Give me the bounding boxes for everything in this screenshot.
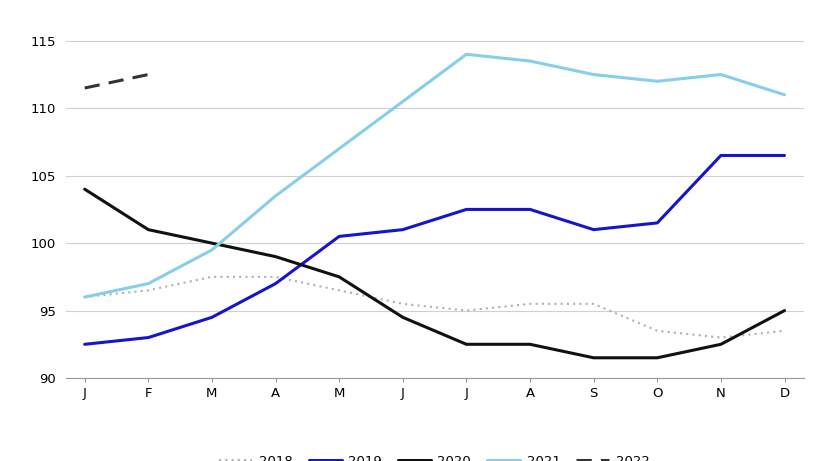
2021 xyxy=(206,247,216,253)
2020 xyxy=(397,314,407,320)
2020 xyxy=(715,342,725,347)
Legend: 2018, 2019, 2020, 2021, 2022: 2018, 2019, 2020, 2021, 2022 xyxy=(214,450,654,461)
2018 xyxy=(524,301,534,307)
2019 xyxy=(79,342,89,347)
2018 xyxy=(206,274,216,280)
2020 xyxy=(334,274,344,280)
Line: 2020: 2020 xyxy=(84,189,784,358)
2021 xyxy=(79,294,89,300)
2021 xyxy=(270,193,280,199)
2019 xyxy=(588,227,598,232)
2018 xyxy=(143,288,153,293)
2018 xyxy=(461,308,471,313)
2018 xyxy=(334,288,344,293)
2018 xyxy=(588,301,598,307)
2019 xyxy=(652,220,662,226)
2019 xyxy=(143,335,153,340)
2019 xyxy=(206,314,216,320)
2021 xyxy=(715,72,725,77)
2021 xyxy=(524,58,534,64)
2019 xyxy=(524,207,534,212)
2021 xyxy=(588,72,598,77)
2019 xyxy=(779,153,789,158)
2022 xyxy=(79,85,89,91)
2019 xyxy=(461,207,471,212)
2018 xyxy=(715,335,725,340)
2021 xyxy=(143,281,153,286)
2019 xyxy=(715,153,725,158)
2020 xyxy=(779,308,789,313)
2020 xyxy=(652,355,662,361)
2018 xyxy=(79,294,89,300)
2019 xyxy=(270,281,280,286)
Line: 2018: 2018 xyxy=(84,277,784,337)
2020 xyxy=(524,342,534,347)
2019 xyxy=(397,227,407,232)
2020 xyxy=(588,355,598,361)
2021 xyxy=(652,78,662,84)
2020 xyxy=(143,227,153,232)
2020 xyxy=(461,342,471,347)
2020 xyxy=(206,240,216,246)
2021 xyxy=(397,99,407,104)
2021 xyxy=(461,52,471,57)
2018 xyxy=(779,328,789,334)
Line: 2019: 2019 xyxy=(84,155,784,344)
2020 xyxy=(79,186,89,192)
2022 xyxy=(143,72,153,77)
2021 xyxy=(334,146,344,152)
2018 xyxy=(652,328,662,334)
2021 xyxy=(779,92,789,98)
2019 xyxy=(334,234,344,239)
2020 xyxy=(270,254,280,260)
Line: 2021: 2021 xyxy=(84,54,784,297)
2018 xyxy=(397,301,407,307)
Line: 2022: 2022 xyxy=(84,75,148,88)
2018 xyxy=(270,274,280,280)
